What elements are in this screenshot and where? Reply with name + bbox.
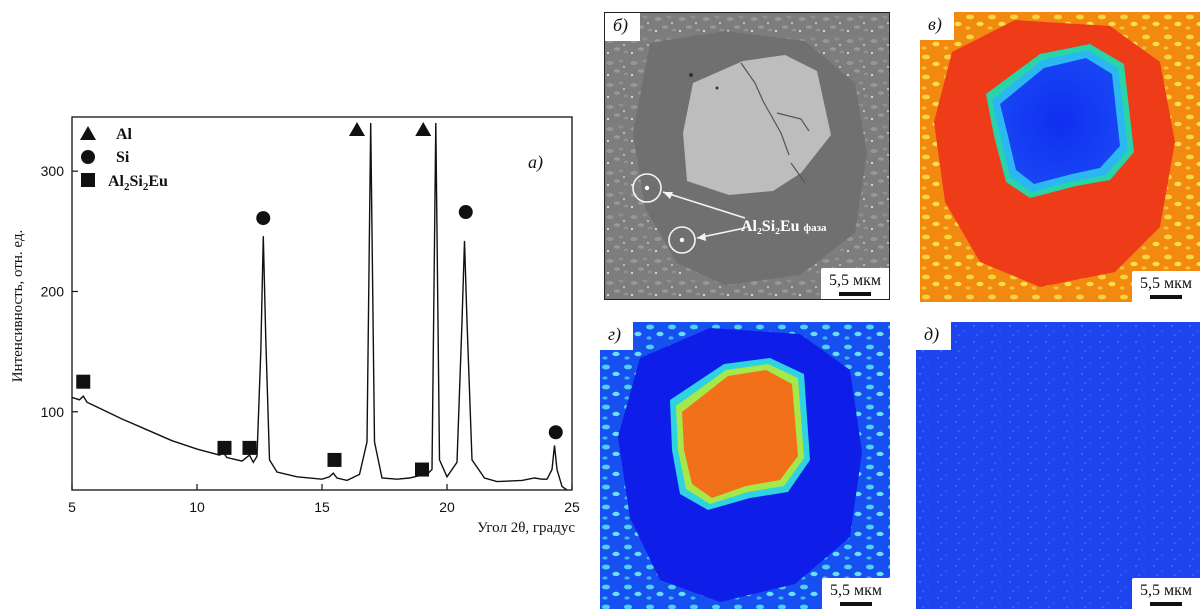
eds-map-panel-d: д) 5,5 мкм bbox=[916, 322, 1200, 609]
y-tick-label: 100 bbox=[41, 404, 65, 420]
eds-map-v bbox=[920, 12, 1200, 302]
scalebar-b: 5,5 мкм bbox=[820, 268, 889, 299]
scalebar-text-d: 5,5 мкм bbox=[1139, 582, 1192, 599]
x-tick-label: 20 bbox=[439, 499, 455, 515]
x-tick-label: 10 bbox=[189, 499, 205, 515]
panel-label-a: а) bbox=[528, 152, 543, 173]
si-crystal-orange bbox=[682, 370, 798, 498]
peak-marker-circle bbox=[256, 211, 271, 226]
scalebar-line-g bbox=[839, 602, 872, 606]
legend-label-al2si2eu: Al2Si2Eu bbox=[108, 173, 168, 193]
scalebar-v: 5,5 мкм bbox=[1131, 271, 1200, 302]
y-axis-title: Интенсивность, отн. ед. bbox=[10, 230, 26, 383]
scalebar-line-d bbox=[1149, 602, 1182, 606]
phase-highlight-1 bbox=[632, 173, 662, 203]
scalebar-line-b bbox=[838, 292, 871, 296]
phase-annotation: Al₂Si₂Eu фаза bbox=[741, 218, 827, 235]
xrd-chart-svg: 5 10 15 20 25 100 200 300 Al Si Al2Si2Eu а) Инт… bbox=[10, 116, 580, 536]
peak-marker-triangle bbox=[415, 122, 432, 137]
scalebar-text-v: 5,5 мкм bbox=[1139, 275, 1192, 292]
scalebar-d: 5,5 мкм bbox=[1131, 578, 1200, 609]
plot-frame bbox=[71, 116, 573, 491]
peak-marker-circle bbox=[548, 425, 563, 440]
legend-label-al: Al bbox=[116, 126, 133, 143]
legend-marker-square bbox=[81, 173, 95, 187]
x-tick-label: 5 bbox=[68, 499, 76, 515]
scalebar-text-b: 5,5 мкм bbox=[828, 272, 881, 289]
silicon-crystal bbox=[683, 55, 831, 195]
legend: Al Si Al2Si2Eu bbox=[80, 126, 168, 193]
panel-label-v: в) bbox=[920, 12, 954, 40]
sem-image-panel: Al₂Si₂Eu фаза б) 5,5 мкм bbox=[604, 12, 890, 300]
panel-label-g: г) bbox=[600, 322, 634, 350]
eds-map-d bbox=[916, 322, 1200, 609]
crystal-crack bbox=[740, 62, 810, 184]
si-crystal-blue bbox=[1000, 58, 1120, 184]
scalebar-text-g: 5,5 мкм bbox=[829, 582, 882, 599]
scalebar-line-v bbox=[1149, 295, 1182, 299]
peak-marker-square bbox=[327, 452, 342, 467]
legend-marker-circle bbox=[81, 150, 95, 164]
x-axis-title: Угол 2θ, градус bbox=[477, 520, 575, 536]
xrd-curve bbox=[71, 122, 568, 491]
xrd-chart: 5 10 15 20 25 100 200 300 Al Si Al2Si2Eu а) Инт… bbox=[0, 100, 590, 560]
y-tick-label: 300 bbox=[41, 163, 65, 179]
y-tick-label: 200 bbox=[41, 283, 65, 299]
x-tick-label: 15 bbox=[314, 499, 330, 515]
panel-label-b: б) bbox=[605, 13, 641, 41]
legend-label-si: Si bbox=[116, 149, 130, 166]
peak-marker-square bbox=[415, 462, 429, 477]
sem-image: Al₂Si₂Eu фаза bbox=[605, 13, 889, 299]
peak-marker-square bbox=[242, 440, 257, 455]
eds-map-panel-g: г) 5,5 мкм bbox=[600, 322, 890, 609]
x-tick-label: 25 bbox=[564, 499, 580, 515]
peak-marker-square bbox=[217, 440, 232, 455]
phase-highlight-2 bbox=[668, 226, 696, 254]
legend-marker-triangle bbox=[80, 126, 96, 140]
peak-marker-triangle bbox=[349, 122, 365, 137]
eds-map-panel-v: в) 5,5 мкм bbox=[920, 12, 1200, 302]
peak-marker-circle bbox=[458, 205, 473, 220]
peak-marker-square bbox=[76, 374, 91, 389]
arrow-1 bbox=[662, 191, 746, 219]
panel-label-d: д) bbox=[916, 322, 952, 350]
scalebar-g: 5,5 мкм bbox=[821, 578, 890, 609]
eds-map-g bbox=[600, 322, 890, 609]
